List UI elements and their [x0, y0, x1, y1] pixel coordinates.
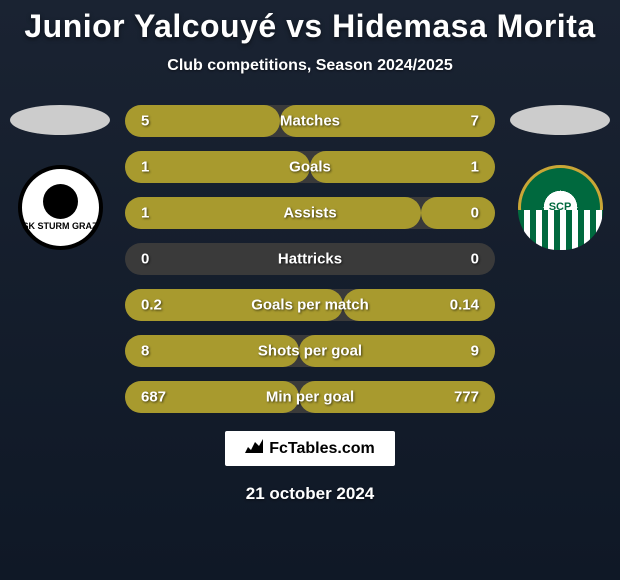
player2-club-badge: SCP: [518, 165, 603, 250]
stat-value-right: 0: [471, 251, 479, 268]
stat-label: Matches: [280, 113, 340, 130]
stat-bar-left: [125, 197, 421, 229]
subtitle: Club competitions, Season 2024/2025: [0, 57, 620, 75]
stat-value-left: 1: [141, 159, 149, 176]
player1-silhouette: [10, 105, 110, 135]
player2-silhouette: [510, 105, 610, 135]
stat-row: Hattricks 0 0: [125, 243, 495, 275]
vs-text: vs: [286, 8, 323, 44]
comparison-title: Junior Yalcouyé vs Hidemasa Morita: [0, 8, 620, 45]
stat-bar-left: [125, 151, 310, 183]
player2-column: SCP: [510, 105, 610, 250]
stats-chart: Matches 5 7 Goals 1 1 Assists 1 0 Hattricks 0 0 Goal…: [125, 105, 495, 413]
player1-name: Junior Yalcouyé: [24, 8, 276, 44]
sporting-stripes-icon: [518, 210, 603, 250]
stat-value-left: 0: [141, 251, 149, 268]
stat-row: Matches 5 7: [125, 105, 495, 137]
stat-value-left: 5: [141, 113, 149, 130]
stat-value-right: 9: [471, 343, 479, 360]
footer-date: 21 october 2024: [0, 484, 620, 504]
header: Junior Yalcouyé vs Hidemasa Morita Club …: [0, 0, 620, 75]
stat-label: Goals per match: [251, 297, 369, 314]
stat-row: Assists 1 0: [125, 197, 495, 229]
stat-label: Assists: [283, 205, 336, 222]
stat-label: Min per goal: [266, 389, 354, 406]
stat-label: Hattricks: [278, 251, 342, 268]
stat-row: Goals per match 0.2 0.14: [125, 289, 495, 321]
stat-row: Goals 1 1: [125, 151, 495, 183]
player1-club-badge: SK STURM GRAZ: [18, 165, 103, 250]
stat-value-right: 7: [471, 113, 479, 130]
stat-value-left: 0.2: [141, 297, 162, 314]
sturm-ball-icon: [43, 184, 78, 219]
stat-value-right: 0: [471, 205, 479, 222]
stat-label: Goals: [289, 159, 331, 176]
stat-bar-right: [310, 151, 495, 183]
stat-value-right: 777: [454, 389, 479, 406]
player1-column: SK STURM GRAZ: [10, 105, 110, 250]
brand-badge: FcTables.com: [225, 431, 395, 466]
player1-club-name: SK STURM GRAZ: [23, 221, 98, 232]
content-area: SK STURM GRAZ SCP Matches57Goals11Assist…: [0, 105, 620, 413]
stat-label: Shots per goal: [258, 343, 362, 360]
stat-value-left: 8: [141, 343, 149, 360]
footer: FcTables.com 21 october 2024: [0, 431, 620, 504]
stat-value-left: 687: [141, 389, 166, 406]
stat-row: Min per goal 687 777: [125, 381, 495, 413]
player2-name: Hidemasa Morita: [332, 8, 596, 44]
chart-icon: [245, 439, 263, 458]
stat-value-right: 0.14: [450, 297, 479, 314]
stat-row: Shots per goal 8 9: [125, 335, 495, 367]
brand-text: FcTables.com: [269, 440, 375, 457]
stat-value-left: 1: [141, 205, 149, 222]
stat-bar-right: [421, 197, 495, 229]
stat-value-right: 1: [471, 159, 479, 176]
